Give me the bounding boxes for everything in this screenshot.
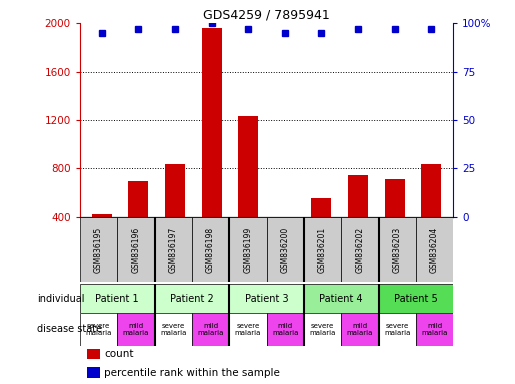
Text: GSM836198: GSM836198 [206,227,215,273]
Bar [192,313,229,346]
Bar [88,349,100,359]
Bar [192,217,229,282]
Text: individual: individual [37,293,84,304]
Bar [117,217,154,282]
Text: severe
malaria: severe malaria [310,323,336,336]
Bar [229,284,304,313]
Text: mild
malaria: mild malaria [197,323,224,336]
Bar [88,367,100,378]
Bar [201,28,221,265]
Bar [128,180,148,265]
Text: count: count [104,349,133,359]
Bar [341,217,379,282]
Text: percentile rank within the sample: percentile rank within the sample [104,367,280,377]
Bar [80,217,117,282]
Text: mild
malaria: mild malaria [272,323,298,336]
Text: severe
malaria: severe malaria [85,323,112,336]
Bar [421,164,441,265]
Bar [348,175,368,265]
Text: GSM836201: GSM836201 [318,227,327,273]
Text: GSM836204: GSM836204 [430,227,439,273]
Bar [341,313,379,346]
Bar [385,179,405,265]
Text: Patient 2: Patient 2 [170,293,214,304]
Bar [154,313,192,346]
Bar [274,218,295,265]
Bar [92,214,112,265]
Bar [379,313,416,346]
Text: Patient 1: Patient 1 [95,293,139,304]
Bar [229,217,267,282]
Bar [304,284,379,313]
Bar [154,217,192,282]
Text: mild
malaria: mild malaria [347,323,373,336]
Bar [165,164,185,265]
Bar [267,217,304,282]
Bar [154,284,229,313]
Bar [80,284,154,313]
Bar [229,313,267,346]
Text: Patient 3: Patient 3 [245,293,288,304]
Text: mild
malaria: mild malaria [123,323,149,336]
Bar [304,217,341,282]
Text: GSM836199: GSM836199 [244,227,252,273]
Bar [379,217,416,282]
Text: severe
malaria: severe malaria [160,323,186,336]
Text: Patient 5: Patient 5 [394,293,438,304]
Text: GSM836202: GSM836202 [355,227,364,273]
Bar [416,217,453,282]
Bar [416,313,453,346]
Text: GSM836196: GSM836196 [131,227,140,273]
Title: GDS4259 / 7895941: GDS4259 / 7895941 [203,9,330,22]
Bar [304,313,341,346]
Text: GSM836195: GSM836195 [94,227,103,273]
Text: GSM836197: GSM836197 [169,227,178,273]
Bar [238,116,259,265]
Text: GSM836203: GSM836203 [393,227,402,273]
Bar [80,313,117,346]
Text: mild
malaria: mild malaria [421,323,448,336]
Bar [312,198,332,265]
Bar [117,313,154,346]
Text: disease state: disease state [37,324,102,334]
Text: Patient 4: Patient 4 [319,293,363,304]
Text: severe
malaria: severe malaria [235,323,261,336]
Bar [379,284,453,313]
Text: GSM836200: GSM836200 [281,227,289,273]
Text: severe
malaria: severe malaria [384,323,410,336]
Bar [267,313,304,346]
